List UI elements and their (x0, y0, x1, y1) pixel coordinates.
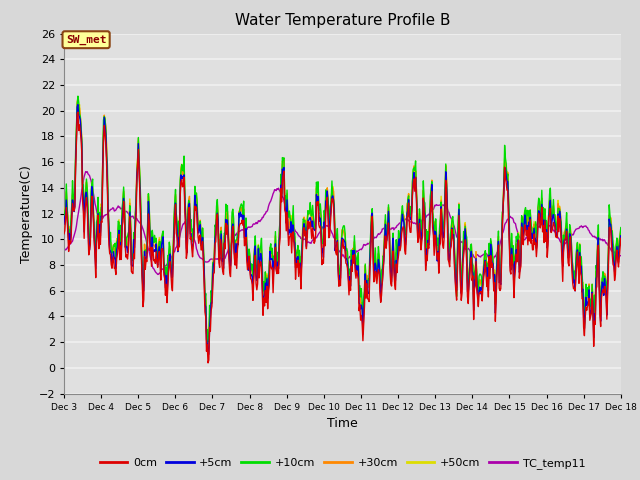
Y-axis label: Temperature(C): Temperature(C) (20, 165, 33, 263)
Legend: 0cm, +5cm, +10cm, +30cm, +50cm, TC_temp11: 0cm, +5cm, +10cm, +30cm, +50cm, TC_temp1… (95, 453, 589, 473)
Title: Water Temperature Profile B: Water Temperature Profile B (235, 13, 450, 28)
Text: SW_met: SW_met (66, 35, 106, 45)
X-axis label: Time: Time (327, 417, 358, 430)
